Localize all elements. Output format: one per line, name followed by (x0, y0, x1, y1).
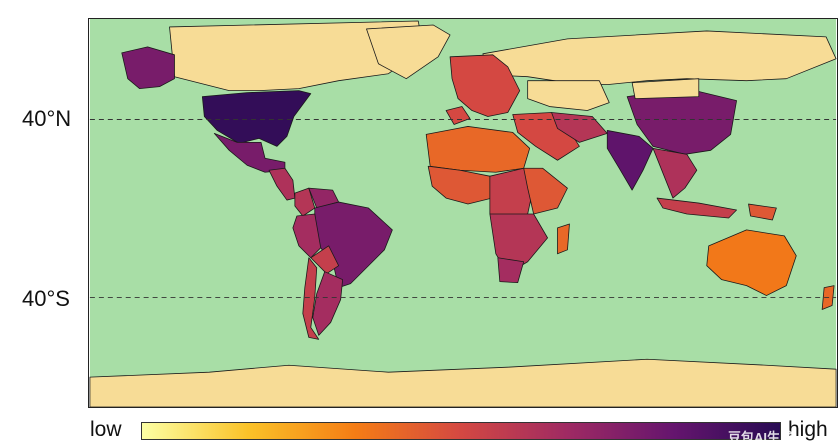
region-indonesia (656, 197, 737, 219)
region-north-africa (425, 126, 531, 173)
region-bolivia (310, 245, 340, 275)
region-southeast-asia (652, 147, 698, 199)
region-mexico (213, 133, 286, 173)
lat-label-40n: 40°N (22, 106, 72, 131)
region-australia (706, 229, 797, 296)
region-india (606, 130, 654, 191)
region-china (626, 88, 737, 155)
world-map (88, 18, 838, 408)
region-madagascar (557, 223, 570, 255)
region-colombia (294, 187, 316, 217)
watermark: 豆包AI生成 (728, 430, 794, 445)
region-east-africa (523, 167, 568, 215)
region-antarctica (89, 358, 837, 407)
colorbar (141, 422, 781, 440)
region-greenland (366, 24, 451, 80)
region-alaska (121, 46, 175, 90)
region-kazakhstan (527, 80, 610, 111)
region-papua-new-guinea (748, 203, 777, 221)
colorbar-low-label: low (90, 418, 122, 441)
region-mongolia (631, 78, 700, 99)
colorbar-high-label: high (788, 418, 828, 441)
region-west-africa (427, 165, 493, 205)
region-united-states (201, 90, 312, 147)
region-europe (449, 54, 521, 117)
region-russia (482, 30, 837, 86)
region-chile (302, 257, 320, 340)
region-south-africa (497, 257, 525, 284)
lat-label-40s: 40°S (22, 286, 70, 311)
